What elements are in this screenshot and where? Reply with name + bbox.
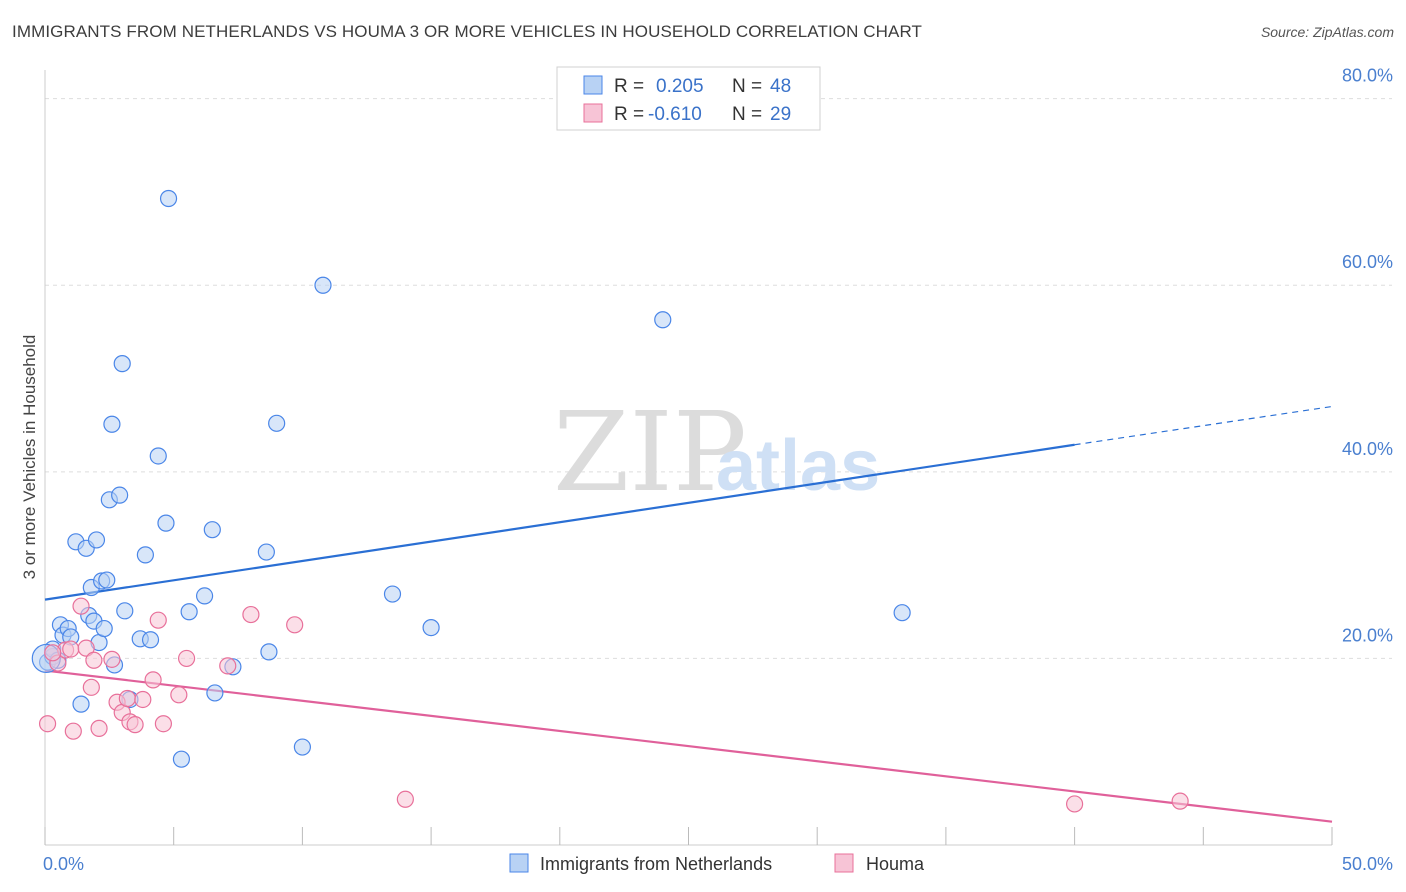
point-netherlands-17 [95,619,113,638]
legend-n-value-2: 29 [770,104,791,125]
point-houma-21 [177,649,196,668]
point-houma-9 [90,719,108,737]
x-ticks [44,827,1333,845]
y-axis-title: 3 or more Vehicles in Household [20,335,39,580]
legend-swatch-blue [583,75,603,95]
scatter-points [31,189,1189,813]
point-houma-15 [126,716,144,734]
watermark-zip: ZIP [553,388,747,516]
point-netherlands-46 [893,604,911,622]
series-legend-label-houma: Houma [866,854,925,874]
point-netherlands-33 [180,603,198,621]
legend-n-value-1: 48 [770,76,791,97]
point-netherlands-28 [141,631,160,649]
legend-n-label-1: N = [732,76,762,97]
point-netherlands-38 [257,543,275,561]
trend-line-netherlands-extension [1074,405,1333,446]
y-tick-label-80: 80.0% [1342,66,1393,86]
stats-legend: R = 0.205 N = 48 R = -0.610 N = 29 [556,66,821,131]
legend-swatch-pink [583,103,603,123]
point-netherlands-34 [195,587,214,605]
point-netherlands-24 [116,602,134,620]
x-tick-label-max: 50.0% [1342,854,1393,874]
source-label: Source: ZipAtlas.com [1260,24,1394,40]
point-houma-17 [144,671,162,689]
grid [45,98,1392,659]
point-netherlands-35 [203,521,221,539]
point-netherlands-14 [87,531,106,549]
watermark: ZIP atlas [553,388,880,516]
point-netherlands-40 [268,414,286,432]
watermark-atlas: atlas [716,426,880,506]
series-legend-swatch-houma [834,853,854,873]
point-netherlands-44 [422,619,440,637]
point-houma-3 [62,640,80,658]
point-houma-25 [396,790,414,808]
legend-r-value-1: 0.205 [656,76,704,97]
point-houma-8 [85,651,103,669]
point-netherlands-31 [159,189,178,208]
series-legend-swatch-netherlands [509,853,529,873]
point-houma-4 [64,722,82,740]
point-netherlands-41 [293,738,311,756]
trend-line-houma [44,669,1333,823]
point-netherlands-20 [103,415,121,433]
point-houma-26 [1065,795,1084,813]
y-tick-label-60: 60.0% [1342,252,1393,272]
y-tick-labels: 20.0% 40.0% 60.0% 80.0% [1342,66,1393,646]
x-tick-label-min: 0.0% [43,854,84,874]
point-netherlands-23 [113,355,131,373]
legend-r-value-2: -0.610 [648,104,702,125]
point-netherlands-18 [98,571,116,589]
series-legend-label-netherlands: Immigrants from Netherlands [540,854,772,874]
point-houma-20 [170,686,188,704]
point-houma-24 [286,616,304,634]
y-tick-label-40: 40.0% [1342,439,1393,459]
trend-line-netherlands [44,443,1075,601]
series-legend: Immigrants from Netherlands Houma [509,853,925,874]
point-netherlands-43 [383,585,402,603]
point-netherlands-9 [72,695,90,713]
trend-lines [44,405,1333,823]
point-netherlands-39 [260,643,278,661]
point-houma-28 [44,644,62,662]
point-houma-23 [242,605,260,624]
point-netherlands-30 [157,514,175,532]
point-netherlands-45 [654,311,672,329]
point-houma-10 [103,650,121,668]
point-houma-7 [82,678,100,696]
point-netherlands-27 [136,546,154,564]
point-netherlands-32 [172,750,191,768]
legend-r-label-1: R = [614,76,644,97]
point-houma-0 [38,715,57,733]
point-houma-18 [149,611,167,629]
point-houma-13 [118,689,136,708]
point-netherlands-42 [314,276,332,294]
point-netherlands-29 [149,447,167,465]
y-tick-label-20: 20.0% [1342,625,1393,645]
legend-r-label-2: R = [614,104,644,125]
point-houma-22 [219,657,237,675]
legend-n-label-2: N = [732,104,762,125]
point-netherlands-22 [111,486,129,504]
point-houma-27 [1171,792,1189,810]
point-houma-5 [72,597,90,615]
point-houma-16 [134,690,152,709]
chart-title: IMMIGRANTS FROM NETHERLANDS VS HOUMA 3 O… [12,22,923,41]
point-houma-19 [154,715,173,733]
point-houma-6 [77,639,95,657]
point-netherlands-36 [206,684,224,702]
